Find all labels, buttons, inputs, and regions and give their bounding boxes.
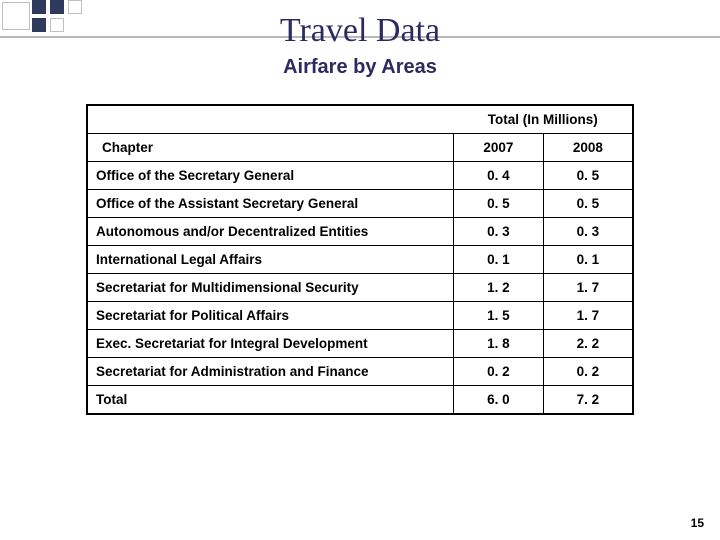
page-number: 15 [691, 516, 704, 530]
row-value-2007: 6. 0 [454, 386, 544, 415]
row-label: Secretariat for Political Affairs [87, 302, 454, 330]
table-caption: Total (In Millions) [454, 105, 633, 134]
row-value-2007: 0. 2 [454, 358, 544, 386]
row-value-2008: 0. 2 [543, 358, 633, 386]
table-row: Office of the Assistant Secretary Genera… [87, 190, 633, 218]
row-label: Office of the Assistant Secretary Genera… [87, 190, 454, 218]
page-subtitle: Airfare by Areas [0, 56, 720, 79]
row-label: Exec. Secretariat for Integral Developme… [87, 330, 454, 358]
year-header-2007: 2007 [454, 134, 544, 162]
row-label: International Legal Affairs [87, 246, 454, 274]
row-label: Secretariat for Administration and Finan… [87, 358, 454, 386]
table-row: Exec. Secretariat for Integral Developme… [87, 330, 633, 358]
row-value-2007: 1. 5 [454, 302, 544, 330]
row-value-2008: 0. 5 [543, 190, 633, 218]
airfare-table-container: Total (In Millions) Chapter 2007 2008 Of… [86, 104, 634, 415]
table-row: Total6. 07. 2 [87, 386, 633, 415]
chapter-header: Chapter [87, 134, 454, 162]
row-value-2008: 2. 2 [543, 330, 633, 358]
row-value-2007: 0. 5 [454, 190, 544, 218]
table-row: Office of the Secretary General0. 40. 5 [87, 162, 633, 190]
row-label: Autonomous and/or Decentralized Entities [87, 218, 454, 246]
row-value-2007: 1. 8 [454, 330, 544, 358]
table-row: Secretariat for Multidimensional Securit… [87, 274, 633, 302]
row-value-2007: 0. 1 [454, 246, 544, 274]
airfare-table: Total (In Millions) Chapter 2007 2008 Of… [86, 104, 634, 415]
table-row: Secretariat for Administration and Finan… [87, 358, 633, 386]
row-value-2008: 1. 7 [543, 302, 633, 330]
row-value-2008: 0. 3 [543, 218, 633, 246]
row-value-2007: 0. 4 [454, 162, 544, 190]
row-value-2008: 1. 7 [543, 274, 633, 302]
row-value-2008: 7. 2 [543, 386, 633, 415]
page-title: Travel Data [0, 12, 720, 50]
year-header-2008: 2008 [543, 134, 633, 162]
row-value-2008: 0. 5 [543, 162, 633, 190]
table-row: Autonomous and/or Decentralized Entities… [87, 218, 633, 246]
blank-cell [87, 105, 454, 134]
table-row: Secretariat for Political Affairs1. 51. … [87, 302, 633, 330]
row-label: Secretariat for Multidimensional Securit… [87, 274, 454, 302]
table-header-total-row: Total (In Millions) [87, 105, 633, 134]
table-header-years-row: Chapter 2007 2008 [87, 134, 633, 162]
table-row: International Legal Affairs0. 10. 1 [87, 246, 633, 274]
row-label: Office of the Secretary General [87, 162, 454, 190]
row-value-2007: 1. 2 [454, 274, 544, 302]
row-value-2008: 0. 1 [543, 246, 633, 274]
row-label: Total [87, 386, 454, 415]
row-value-2007: 0. 3 [454, 218, 544, 246]
